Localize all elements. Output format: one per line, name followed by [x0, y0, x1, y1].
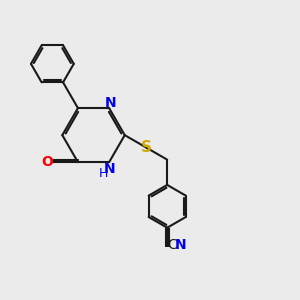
Text: S: S	[141, 140, 152, 155]
Text: N: N	[104, 162, 116, 176]
Text: N: N	[105, 96, 116, 110]
Text: N: N	[175, 238, 187, 252]
Text: H: H	[98, 167, 108, 180]
Text: O: O	[41, 155, 53, 169]
Text: C: C	[168, 238, 177, 252]
